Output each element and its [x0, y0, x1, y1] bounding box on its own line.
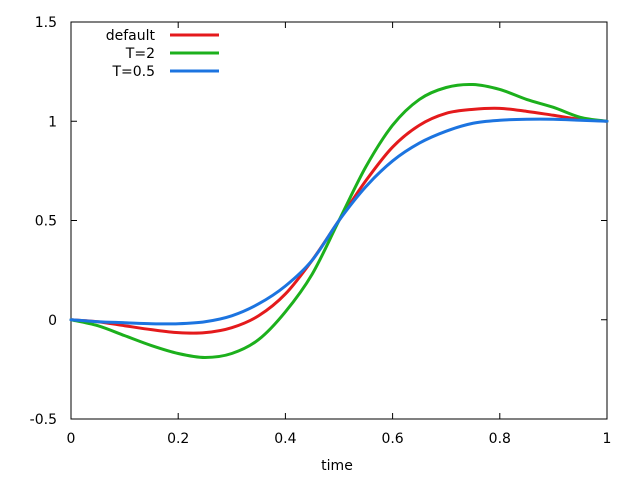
- x-tick-label: 0.4: [274, 431, 296, 447]
- x-tick-label: 0.8: [489, 431, 511, 447]
- y-tick-label: 1.5: [35, 15, 57, 31]
- x-tick-label: 0.2: [167, 431, 189, 447]
- series-lines: [69, 82, 609, 359]
- y-tick-label: -0.5: [30, 412, 57, 428]
- x-tick-label: 0: [67, 431, 76, 447]
- legend-label: default: [106, 28, 156, 44]
- legend-label: T=2: [125, 46, 155, 62]
- y-tick-label: 0.5: [35, 214, 57, 230]
- tick-marks: 0 0.2 0.4 0.6 0.8 1 -0.5 0 0.5 1 1.5: [30, 15, 612, 447]
- x-tick-label: 1: [603, 431, 612, 447]
- y-tick-label: 1: [48, 114, 57, 130]
- x-tick-label: 0.6: [381, 431, 403, 447]
- x-axis-label: time: [321, 458, 353, 474]
- series-line-2: [69, 117, 609, 326]
- legend-label: T=0.5: [111, 64, 155, 80]
- y-tick-label: 0: [48, 313, 57, 329]
- legend: default T=2 T=0.5: [106, 28, 219, 80]
